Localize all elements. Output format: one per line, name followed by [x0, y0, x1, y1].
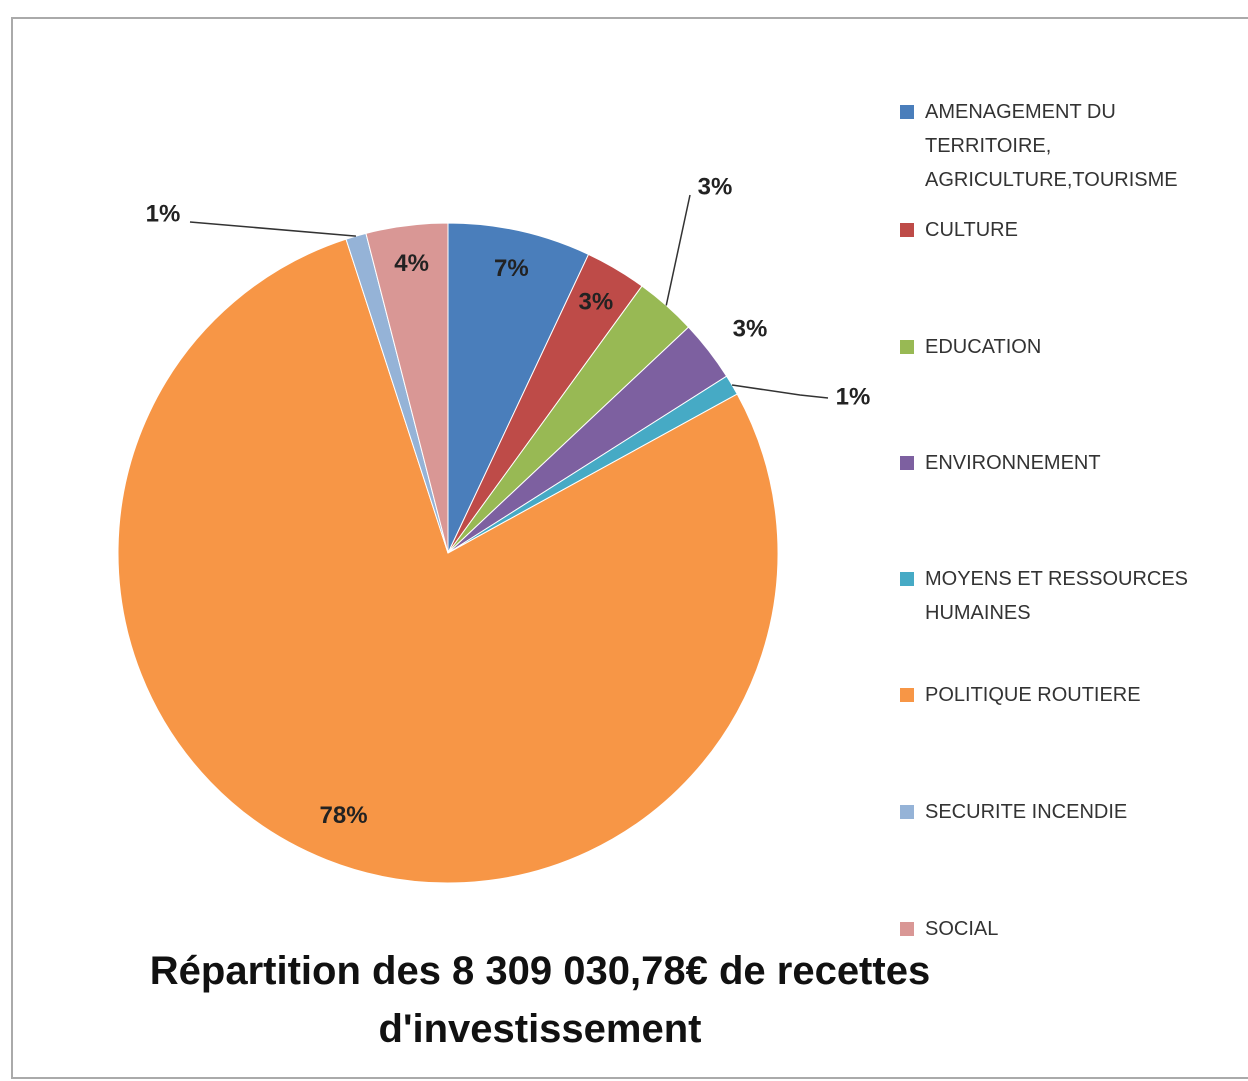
leader-line [665, 194, 691, 306]
data-label: 7% [494, 255, 529, 282]
legend-label: CULTURE [925, 219, 1018, 241]
legend-label: EDUCATION [925, 336, 1042, 358]
legend-swatch [900, 572, 914, 586]
leader-line [189, 221, 356, 237]
data-label: 78% [320, 802, 368, 829]
pie-slice [117, 238, 779, 884]
data-label: 3% [733, 315, 768, 342]
legend-label: SECURITE INCENDIE [925, 801, 1128, 823]
legend-swatch [900, 223, 914, 237]
legend-swatch [900, 105, 914, 119]
data-label: 1% [836, 383, 871, 410]
data-label: 3% [578, 288, 613, 315]
pie-slice [447, 222, 590, 554]
pie-slice [365, 222, 449, 554]
data-label: 4% [394, 250, 429, 277]
legend-label: POLITIQUE ROUTIERE [925, 684, 1141, 706]
legend-label: ENVIRONNEMENT [925, 452, 1101, 474]
legend-swatch [900, 688, 914, 702]
chart-title: Répartition des 8 309 030,78€ de recette… [149, 949, 931, 1051]
data-label: 3% [698, 173, 733, 200]
legend-swatch [900, 456, 914, 470]
legend-swatch [900, 340, 914, 354]
leader-line [731, 384, 829, 399]
legend-label: AMENAGEMENT DU TERRITOIRE, AGRICULTURE,T… [925, 101, 1178, 191]
legend-swatch [900, 922, 914, 936]
frame [11, 17, 1248, 1079]
legend-label: SOCIAL [925, 918, 999, 940]
legend-swatch [900, 805, 914, 819]
data-label: 1% [146, 200, 181, 227]
legend-label: MOYENS ET RESSOURCES HUMAINES [925, 568, 1189, 624]
